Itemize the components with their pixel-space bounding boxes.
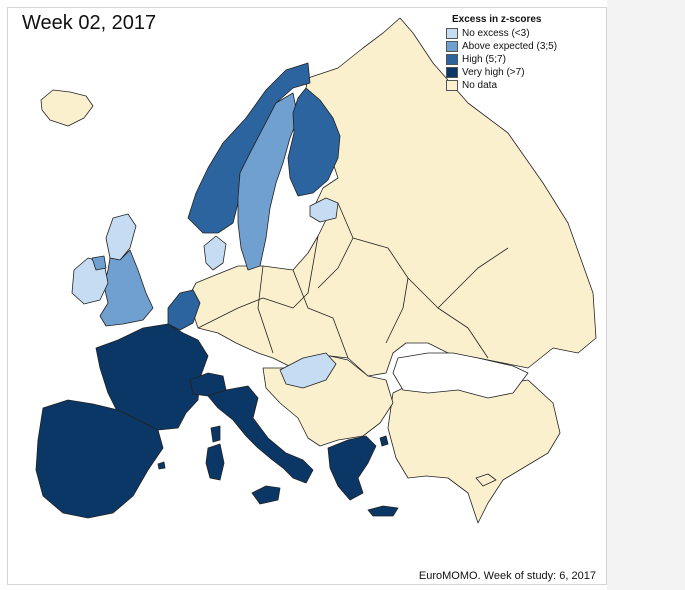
- region-sweden: [237, 92, 299, 271]
- country-borders: [197, 202, 509, 359]
- region-iceland: [40, 89, 94, 127]
- legend-label: Above expected (3;5): [462, 41, 558, 52]
- legend-label: Very high (>7): [462, 67, 525, 78]
- region-northern-ireland: [91, 255, 107, 271]
- region-benelux: [167, 289, 201, 331]
- legend-item: No excess (<3): [446, 27, 557, 40]
- region-corsica: [210, 425, 221, 443]
- map-title: Week 02, 2017: [22, 12, 157, 34]
- legend: Excess in z-scores No excess (<3) Above …: [446, 14, 557, 92]
- legend-swatch-no-excess: [446, 28, 458, 39]
- region-england: [99, 249, 154, 327]
- region-sardinia: [205, 443, 225, 481]
- legend-item: No data: [446, 79, 557, 92]
- legend-title: Excess in z-scores: [452, 14, 542, 25]
- black-sea: [392, 352, 529, 399]
- region-denmark: [203, 235, 227, 271]
- region-greek-islands: [379, 435, 389, 447]
- legend-swatch-very-high: [446, 67, 458, 78]
- map-panel: Week 02, 2017 Excess in z-scores No exce…: [7, 7, 607, 585]
- legend-item: Above expected (3;5): [446, 40, 557, 53]
- footer-caption: EuroMOMO. Week of study: 6, 2017: [418, 570, 596, 582]
- region-norway: [187, 62, 311, 234]
- legend-label: No data: [462, 80, 498, 91]
- region-france: [95, 323, 209, 431]
- region-hungary: [279, 352, 337, 389]
- legend-label: No excess (<3): [462, 28, 530, 39]
- region-crete: [367, 505, 399, 517]
- region-iberia: [35, 399, 164, 519]
- region-greece: [327, 435, 377, 501]
- europe-map: [35, 17, 597, 524]
- legend-item: High (5;7): [446, 53, 557, 66]
- side-background: [607, 0, 685, 590]
- legend-swatch-no-data: [446, 80, 458, 91]
- region-small-island: [157, 461, 166, 470]
- legend-swatch-high: [446, 54, 458, 65]
- region-cyprus: [475, 473, 497, 487]
- legend-item: Very high (>7): [446, 66, 557, 79]
- region-turkey: [387, 377, 561, 524]
- region-finland: [287, 87, 341, 197]
- region-estonia: [309, 197, 339, 223]
- legend-swatch-above-expected: [446, 41, 458, 52]
- region-italy: [207, 385, 314, 484]
- region-sicily: [251, 485, 281, 505]
- legend-label: High (5;7): [462, 54, 506, 65]
